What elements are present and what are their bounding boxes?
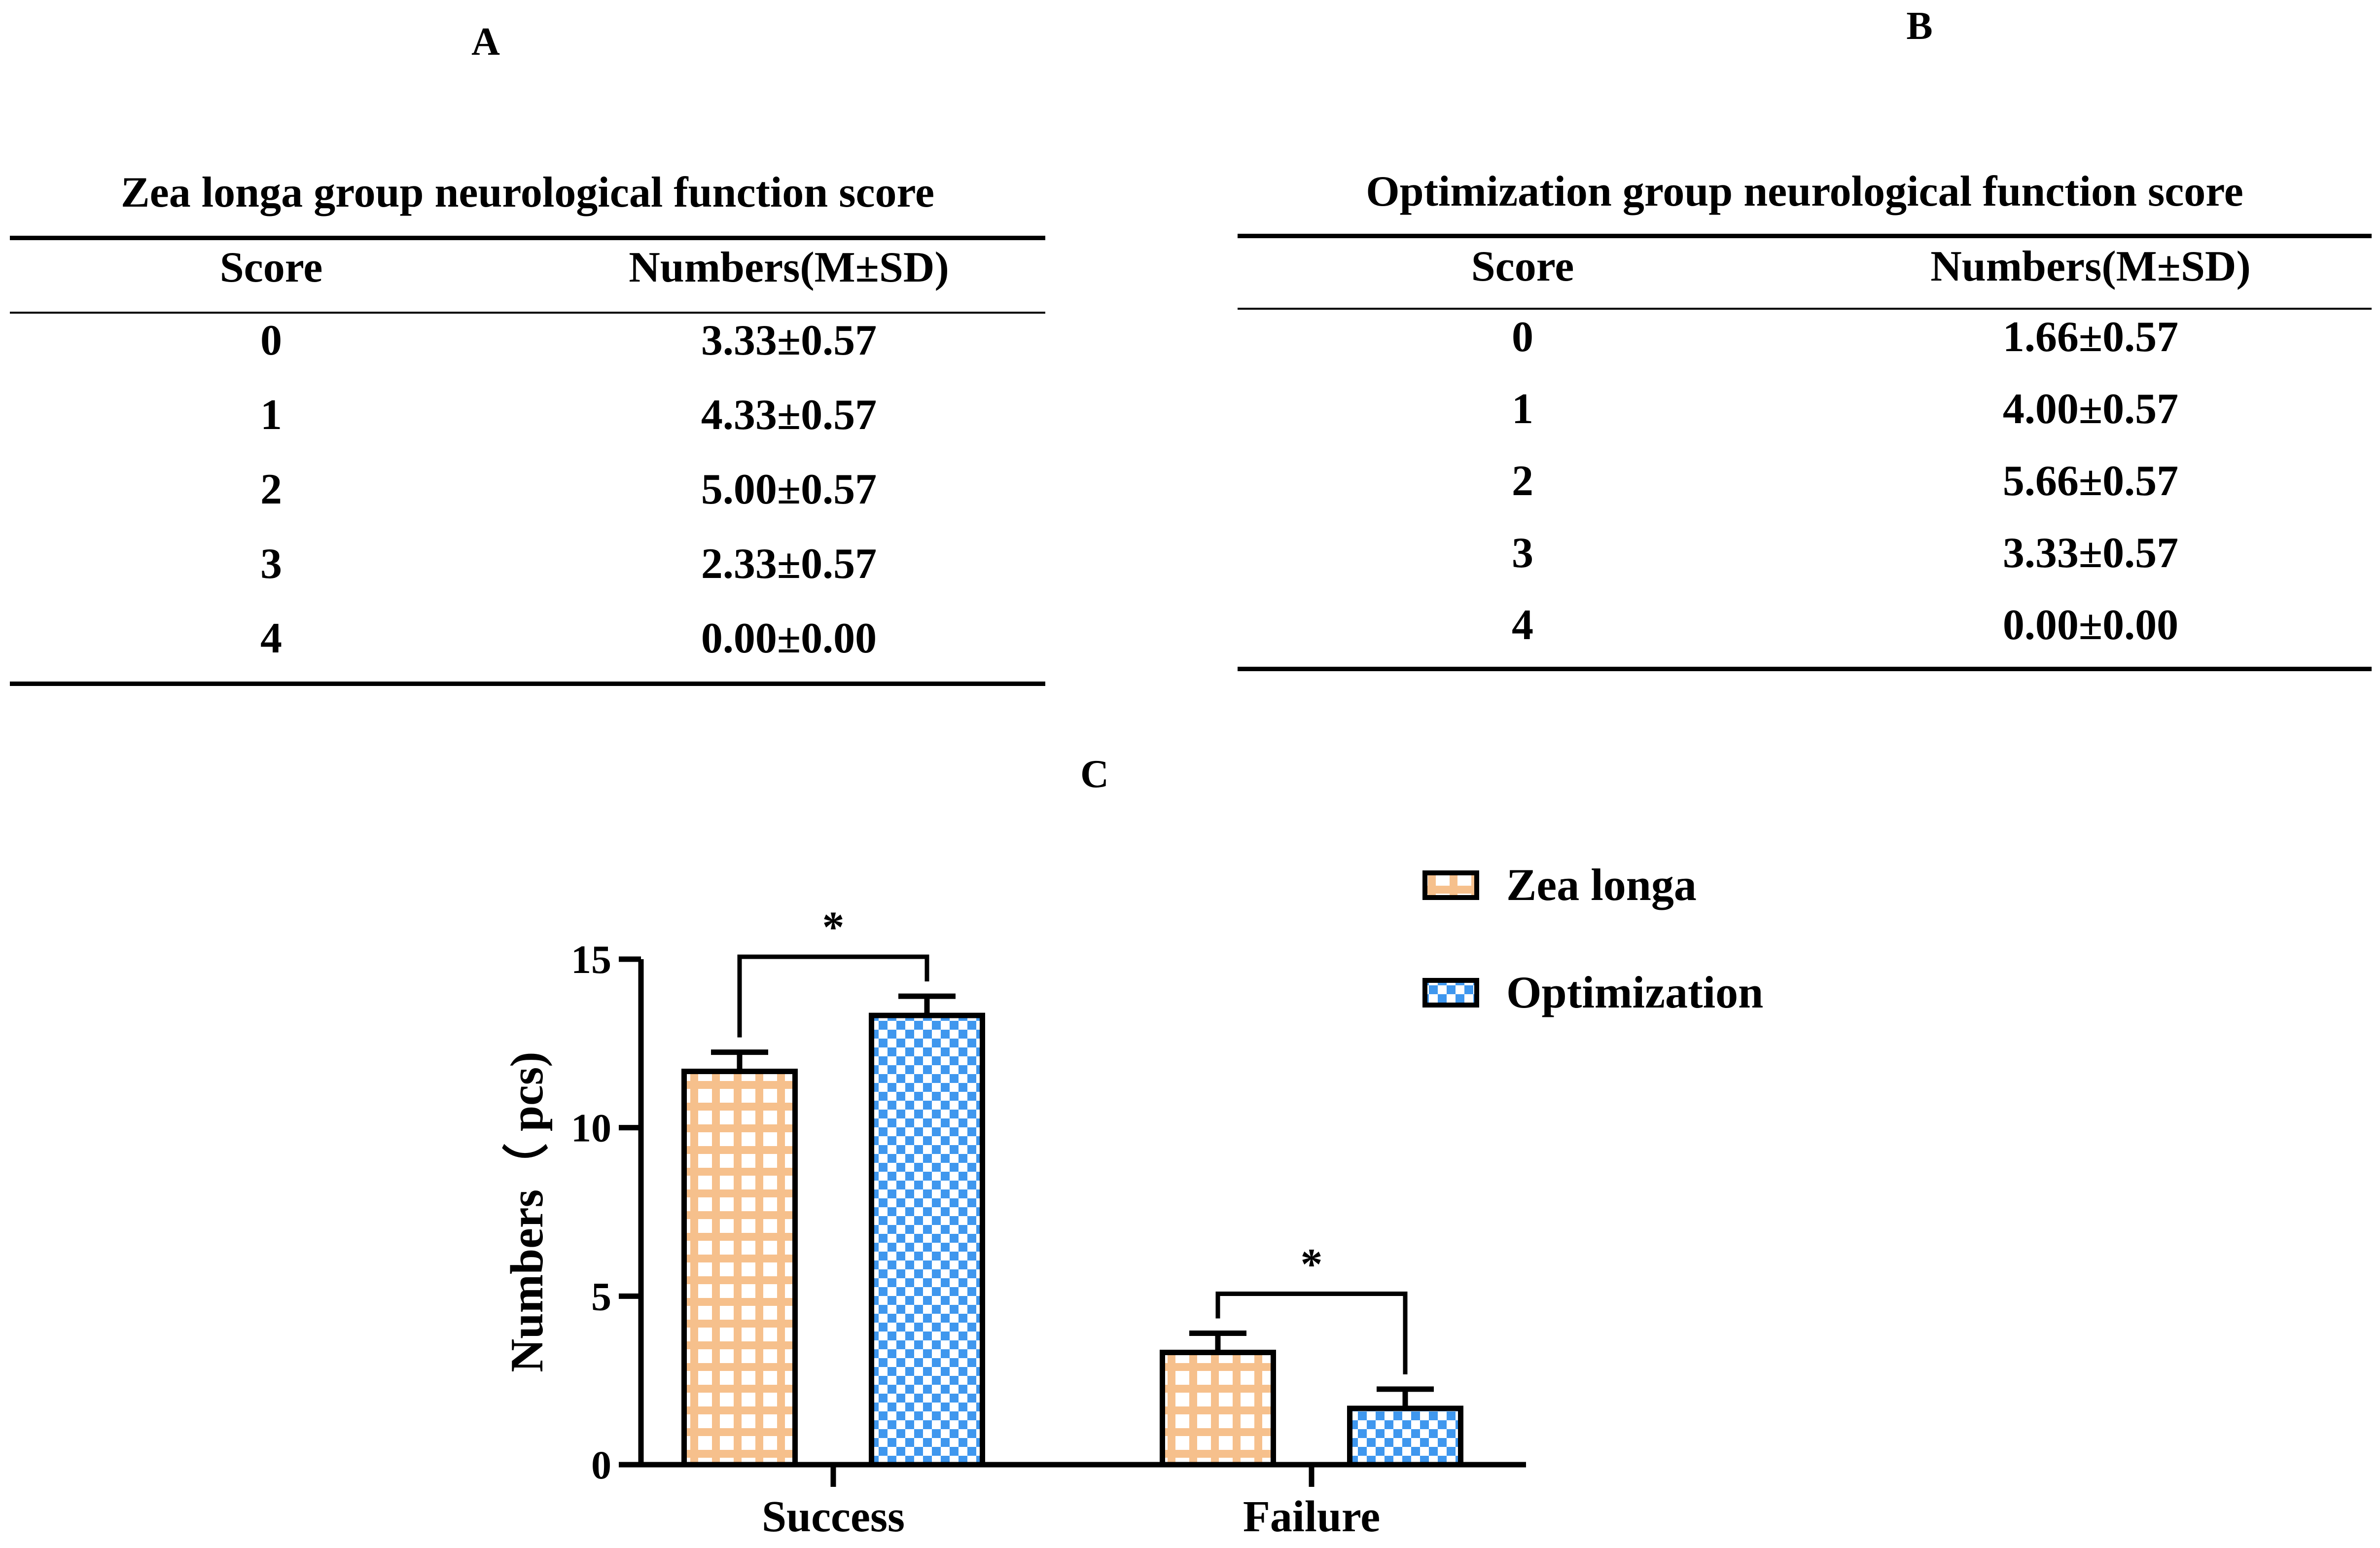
legend-label: Optimization — [1506, 967, 1763, 1017]
table-cell-value: 0.00±0.00 — [2002, 601, 2179, 649]
significance-bracket — [1215, 1292, 1408, 1374]
table-b-top-rule — [1238, 234, 2372, 238]
table-a-header-score: Score — [219, 244, 323, 291]
table-cell-value: 3.33±0.57 — [2002, 529, 2179, 577]
y-tick-label: 10 — [571, 1106, 611, 1151]
table-a-header-numbers: Numbers(M±SD) — [629, 244, 949, 291]
table-b-header-rule — [1238, 308, 2372, 310]
table-cell-score: 4 — [260, 614, 282, 662]
y-tick-label: 15 — [571, 937, 611, 982]
y-tick-label: 5 — [591, 1274, 611, 1319]
x-tick-label: Success — [762, 1492, 905, 1541]
table-cell-score: 2 — [260, 466, 282, 513]
x-tick-label: Failure — [1243, 1492, 1380, 1541]
table-cell-value: 4.00±0.57 — [2002, 385, 2179, 433]
table-cell-value: 2.33±0.57 — [701, 540, 877, 588]
table-cell-score: 1 — [260, 391, 282, 439]
y-axis-title: Numbers（ pcs) — [501, 1051, 553, 1372]
panel-label-c: C — [1080, 753, 1109, 796]
y-tick-label: 0 — [591, 1442, 611, 1487]
legend-label: Zea longa — [1506, 860, 1697, 910]
legend-swatch-zea-longa — [1422, 870, 1479, 900]
table-b-header-score: Score — [1471, 243, 1574, 290]
bar-optimization — [869, 1012, 985, 1468]
significance-bracket — [737, 954, 929, 1038]
table-b-header-numbers: Numbers(M±SD) — [1930, 243, 2251, 290]
table-cell-value: 0.00±0.00 — [701, 614, 877, 662]
bar-zea-longa — [681, 1069, 798, 1468]
table-a-title: Zea longa group neurological function sc… — [120, 169, 935, 216]
table-cell-score: 2 — [1512, 457, 1533, 505]
legend-swatch-optimization — [1422, 978, 1479, 1008]
bar-zea-longa — [1160, 1349, 1276, 1468]
table-cell-score: 4 — [1512, 601, 1533, 649]
table-cell-score: 1 — [1512, 385, 1533, 433]
panel-label-a: A — [471, 20, 500, 64]
significance-marker: * — [822, 903, 845, 952]
bar-optimization — [1347, 1405, 1463, 1468]
panel-label-b: B — [1906, 4, 1933, 48]
table-cell-score: 0 — [1512, 313, 1533, 361]
table-cell-value: 1.66±0.57 — [2002, 313, 2179, 361]
table-a-top-rule — [10, 236, 1045, 240]
significance-marker: * — [1301, 1240, 1323, 1289]
table-cell-score: 3 — [1512, 529, 1533, 577]
table-b-title: Optimization group neurological function… — [1366, 168, 2243, 216]
table-cell-value: 3.33±0.57 — [701, 317, 877, 364]
table-a-bottom-rule — [10, 682, 1045, 686]
table-cell-value: 5.00±0.57 — [701, 466, 877, 513]
table-b-bottom-rule — [1238, 667, 2372, 671]
table-a-header-rule — [10, 312, 1045, 314]
table-cell-score: 3 — [260, 540, 282, 588]
table-cell-score: 0 — [260, 317, 282, 364]
table-cell-value: 5.66±0.57 — [2002, 457, 2179, 505]
table-cell-value: 4.33±0.57 — [701, 391, 877, 439]
